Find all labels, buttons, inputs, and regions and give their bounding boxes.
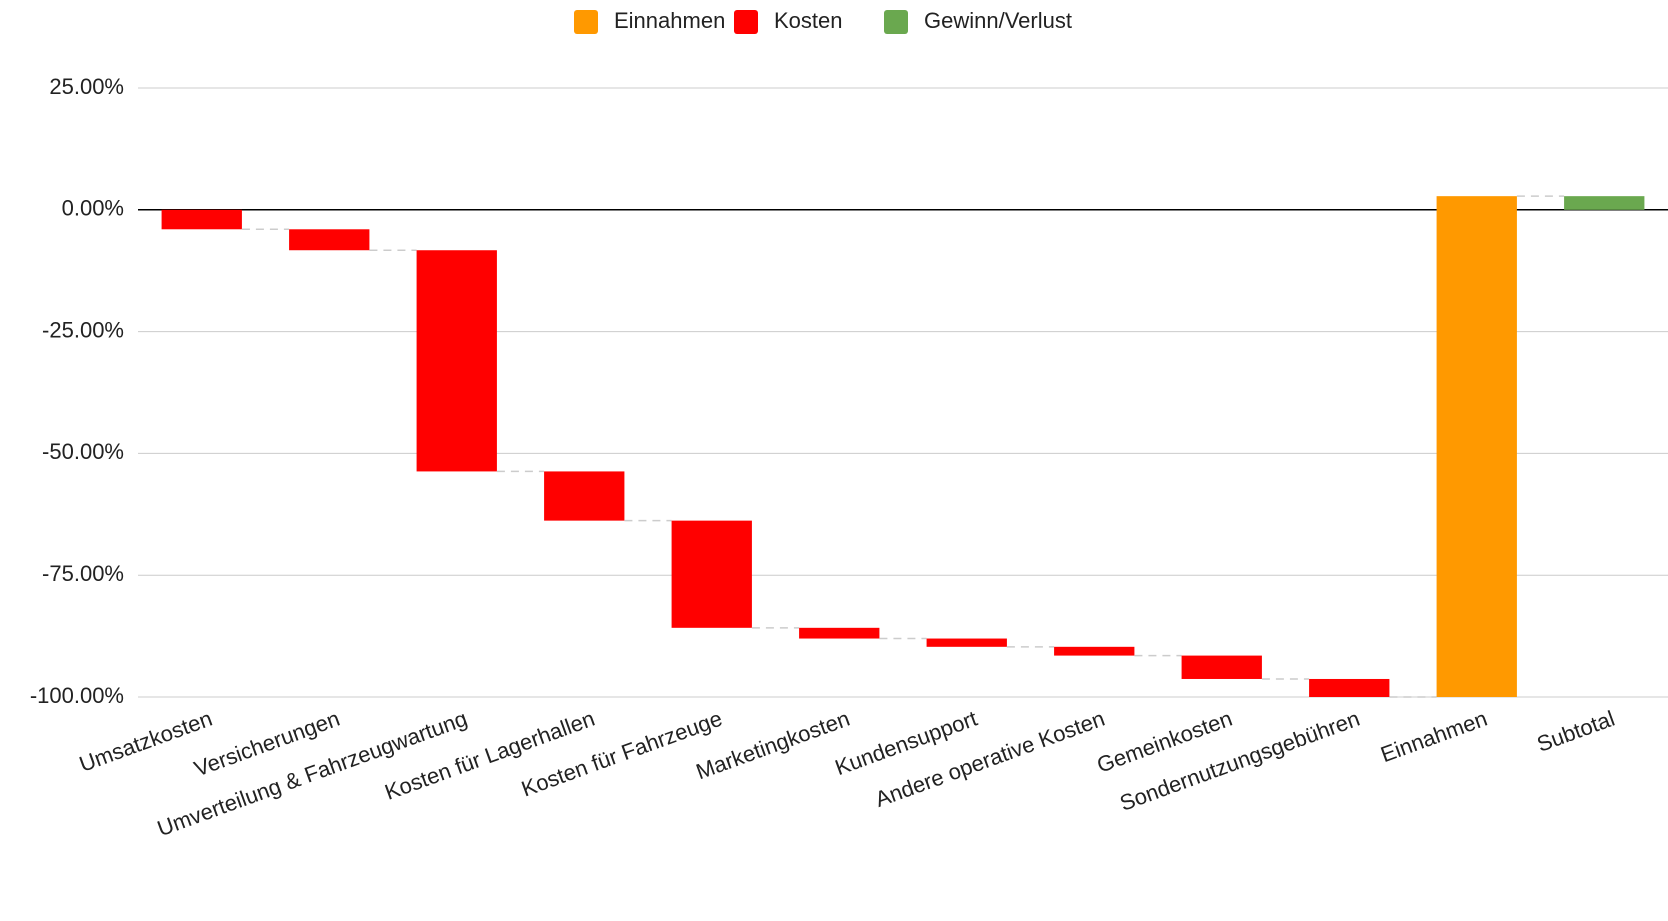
legend-swatch: [884, 10, 908, 34]
x-tick-label: Einnahmen: [1377, 706, 1490, 768]
legend-swatch: [574, 10, 598, 34]
bar: [416, 250, 497, 472]
x-tick-label: Subtotal: [1534, 706, 1618, 757]
y-tick-label: -75.00%: [42, 561, 124, 586]
legend-label: Kosten: [774, 8, 843, 33]
x-tick-label: Andere operative Kosten: [872, 706, 1108, 812]
bar: [799, 627, 880, 639]
legend-swatch: [734, 10, 758, 34]
bar: [161, 209, 242, 230]
x-tick-label: Kosten für Lagerhallen: [381, 706, 598, 805]
y-tick-label: 0.00%: [62, 196, 124, 221]
y-tick-label: -50.00%: [42, 439, 124, 464]
bar: [1181, 655, 1262, 679]
y-tick-label: 25.00%: [49, 74, 124, 99]
bar: [544, 471, 625, 521]
y-tick-label: -100.00%: [30, 683, 124, 708]
bar: [1309, 678, 1390, 697]
bar: [926, 638, 1007, 647]
legend-label: Gewinn/Verlust: [924, 8, 1072, 33]
bar: [1436, 196, 1517, 698]
legend-label: Einnahmen: [614, 8, 725, 33]
y-tick-label: -25.00%: [42, 317, 124, 342]
bar: [1564, 196, 1645, 210]
x-tick-label: Sondernutzungsgebühren: [1116, 706, 1362, 816]
bar: [671, 520, 752, 628]
bar: [1054, 646, 1135, 656]
bar: [289, 229, 370, 251]
